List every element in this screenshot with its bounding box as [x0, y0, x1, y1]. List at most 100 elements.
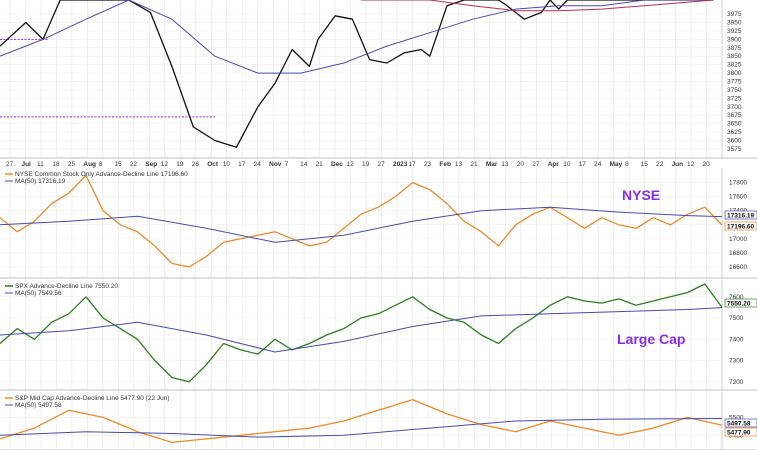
midcap-ma-value: 5497.58 — [727, 421, 751, 428]
y-tick-label: 16800 — [729, 250, 747, 257]
x-tick-label: Oct — [207, 161, 219, 168]
spx-legend: SPX Advance-Decline Line 7550.20 MA(50) … — [5, 283, 118, 297]
y-tick-label: 3625 — [727, 129, 742, 136]
x-tick-label: 7 — [285, 161, 289, 168]
x-tick-label: Dec — [331, 161, 343, 168]
nyse-annotation: NYSE — [622, 187, 660, 203]
x-tick-label: 23 — [424, 161, 432, 168]
midcap-legend-line: S&P Mid Cap Advance-Decline Line 5477.90… — [15, 395, 170, 402]
spx-legend-line: SPX Advance-Decline Line 7550.20 — [15, 283, 118, 290]
x-tick-label: 19 — [362, 161, 370, 168]
x-tick-label: 26 — [192, 161, 200, 168]
y-tick-label: 3750 — [727, 87, 742, 94]
nyse-legend-line: NYSE Common Stock Only Advance-Decline L… — [15, 171, 188, 178]
x-tick-label: 17 — [408, 161, 416, 168]
x-tick-label: 27 — [532, 161, 540, 168]
large-cap-annotation: Large Cap — [617, 331, 685, 347]
series-line — [0, 206, 723, 243]
nyse-ma-value: 17316.19 — [727, 213, 754, 220]
x-tick-label: 17 — [238, 161, 246, 168]
x-tick-label: 13 — [455, 161, 463, 168]
x-tick-label: Jul — [21, 161, 31, 168]
x-tick-label: 20 — [703, 161, 711, 168]
x-tick-label: 19 — [176, 161, 184, 168]
x-tick-label: 22 — [656, 161, 664, 168]
spx-value-labels: 7550.20 — [724, 298, 757, 308]
x-tick-label: 17 — [579, 161, 587, 168]
y-tick-label: 17000 — [729, 236, 747, 243]
series-line — [0, 418, 723, 438]
x-tick-label: 14 — [300, 161, 308, 168]
y-tick-label: 3725 — [727, 95, 742, 102]
x-tick-label: Jun — [672, 161, 684, 168]
y-tick-label: 3850 — [727, 53, 742, 60]
y-tick-label: 17600 — [729, 194, 747, 201]
spx-ad-value: 7550.20 — [727, 301, 751, 308]
y-tick-label: 3975 — [727, 11, 742, 18]
series-line — [0, 0, 714, 74]
x-tick-label: Feb — [439, 161, 451, 168]
x-tick-label: 8 — [625, 161, 629, 168]
x-tick-label: 12 — [687, 161, 695, 168]
x-tick-label: 11 — [37, 161, 44, 168]
x-tick-label: Apr — [548, 161, 560, 168]
x-tick-label: 15 — [641, 161, 649, 168]
y-tick-label: 3650 — [727, 121, 742, 128]
x-tick-label: 27 — [6, 161, 14, 168]
x-tick-label: 10 — [563, 161, 571, 168]
x-tick-label: 21 — [470, 161, 478, 168]
x-tick-label: 18 — [52, 161, 60, 168]
y-tick-label: 3925 — [727, 28, 742, 35]
x-tick-label: 12 — [347, 161, 355, 168]
nyse-ad-value: 17196.60 — [727, 224, 754, 231]
x-tick-label: 20 — [517, 161, 525, 168]
series-line — [361, 0, 714, 12]
y-tick-label: 3575 — [727, 146, 742, 153]
y-tick-label: 17800 — [729, 180, 747, 187]
series-line — [0, 174, 723, 268]
x-tick-label: 21 — [316, 161, 324, 168]
y-tick-label: 3900 — [727, 36, 742, 43]
y-tick-label: 3700 — [727, 104, 742, 111]
nyse-value-labels: 17316.19 17196.60 — [724, 210, 757, 231]
y-tick-label: 3875 — [727, 45, 742, 52]
series-lines — [0, 0, 723, 444]
y-tick-label: 16600 — [729, 264, 747, 271]
series-line — [0, 0, 714, 148]
x-tick-label: Mar — [486, 161, 498, 168]
x-tick-label: 8 — [99, 161, 103, 168]
x-tick-label: 15 — [114, 161, 122, 168]
x-tick-label: 27 — [377, 161, 385, 168]
series-line — [0, 307, 723, 353]
spx-legend-ma: MA(50) 7549.56 — [15, 290, 62, 297]
midcap-legend: S&P Mid Cap Advance-Decline Line 5477.90… — [5, 395, 170, 409]
x-tick-label: 25 — [68, 161, 76, 168]
x-tick-label: 10 — [223, 161, 231, 168]
y-tick-label: 3800 — [727, 70, 742, 77]
nyse-legend-ma: MA(50) 17316.19 — [15, 178, 66, 185]
y-tick-label: 3600 — [727, 138, 742, 145]
series-line — [0, 398, 723, 444]
x-tick-label: Sep — [145, 161, 157, 168]
x-tick-label: May — [610, 161, 623, 168]
x-tick-label: Aug — [83, 161, 96, 168]
nyse-legend: NYSE Common Stock Only Advance-Decline L… — [5, 171, 188, 185]
series-line — [0, 283, 723, 383]
y-tick-label: 3675 — [727, 112, 742, 119]
y-tick-label: 7300 — [729, 358, 744, 365]
y-tick-label: 3825 — [727, 62, 742, 69]
x-tick-label: 12 — [161, 161, 169, 168]
midcap-value-labels: 5497.58 5477.90 — [724, 418, 757, 437]
y-tick-label: 7200 — [729, 379, 744, 386]
x-tick-label: 22 — [130, 161, 138, 168]
midcap-legend-ma: MA(50) 5497.58 — [15, 402, 62, 409]
y-tick-label: 3950 — [727, 20, 742, 27]
y-tick-label: 7400 — [729, 336, 744, 343]
x-tick-label: Nov — [269, 161, 282, 168]
x-tick-label: 13 — [501, 161, 509, 168]
x-tick-label: 24 — [594, 161, 602, 168]
x-tick-label: 2023 — [393, 161, 408, 168]
y-tick-label: 7600 — [729, 294, 744, 301]
